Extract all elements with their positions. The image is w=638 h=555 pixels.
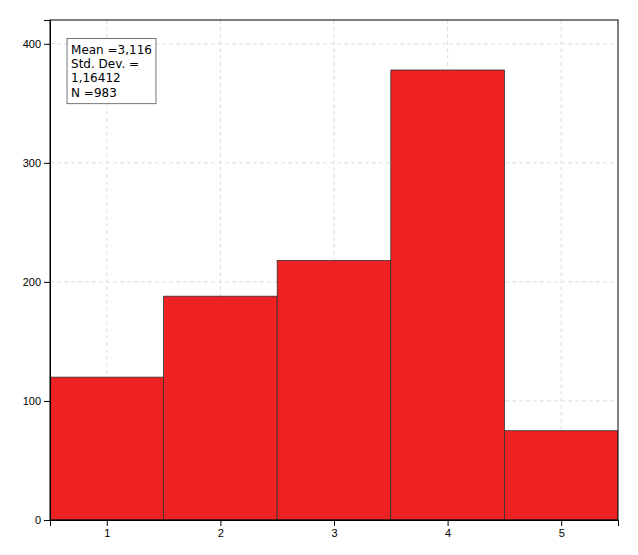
tick-mark bbox=[44, 282, 50, 283]
tick-label: 3 bbox=[331, 527, 337, 539]
bar bbox=[504, 431, 618, 520]
tick-mark bbox=[44, 401, 50, 402]
tick-label: 4 bbox=[445, 527, 451, 539]
tick: 300 bbox=[23, 157, 50, 169]
tick: 4 bbox=[445, 520, 451, 539]
axis-line bbox=[51, 521, 619, 527]
tick: 100 bbox=[23, 395, 50, 407]
tick: 5 bbox=[559, 520, 565, 539]
annotation-background bbox=[67, 39, 156, 104]
tick-label: 2 bbox=[218, 527, 224, 539]
annotation-line: Mean =3,116 bbox=[71, 43, 152, 57]
tick-mark bbox=[334, 520, 335, 526]
tick-mark bbox=[44, 44, 50, 45]
bar bbox=[391, 70, 505, 520]
tick-mark bbox=[107, 520, 108, 526]
tick-label: 1 bbox=[104, 527, 110, 539]
tick-mark bbox=[220, 520, 221, 526]
tick: 3 bbox=[331, 520, 337, 539]
tick-mark bbox=[561, 520, 562, 526]
tick-mark bbox=[448, 520, 449, 526]
tick: 200 bbox=[23, 276, 50, 288]
plot-frame bbox=[50, 20, 618, 520]
tick: 0 bbox=[35, 514, 50, 526]
tick-label: 5 bbox=[559, 527, 565, 539]
grid bbox=[50, 20, 618, 520]
tick-mark bbox=[44, 520, 50, 521]
bar bbox=[50, 377, 164, 520]
x-axis: 1 2 3 4 5 bbox=[51, 520, 619, 539]
y-axis: 0 100 200 300 400 bbox=[23, 21, 51, 527]
annotation-line: Std. Dev. = bbox=[71, 57, 139, 71]
tick: 1 bbox=[104, 520, 110, 539]
annotation: Mean =3,116Std. Dev. =1,16412N =983 bbox=[71, 43, 152, 100]
tick-label: 200 bbox=[23, 276, 41, 288]
tick-label: 400 bbox=[23, 38, 41, 50]
chart: 1 2 3 4 5 0 100 200 300 400 Mean =3,116Std. Dev. =… bbox=[0, 0, 638, 555]
bar bbox=[277, 260, 391, 520]
tick: 2 bbox=[218, 520, 224, 539]
tick-label: 0 bbox=[35, 514, 41, 526]
tick-mark bbox=[44, 163, 50, 164]
tick-label: 300 bbox=[23, 157, 41, 169]
bars bbox=[50, 70, 618, 520]
bar bbox=[164, 296, 278, 520]
annotation-box: Mean =3,116Std. Dev. =1,16412N =983 bbox=[67, 39, 156, 104]
annotation-line: N =983 bbox=[71, 86, 117, 100]
tick: 400 bbox=[23, 38, 50, 50]
tick-label: 100 bbox=[23, 395, 41, 407]
plot: 1 2 3 4 5 0 100 200 300 400 Mean =3,116Std. Dev. =… bbox=[23, 20, 619, 539]
annotation-line: 1,16412 bbox=[71, 71, 121, 85]
